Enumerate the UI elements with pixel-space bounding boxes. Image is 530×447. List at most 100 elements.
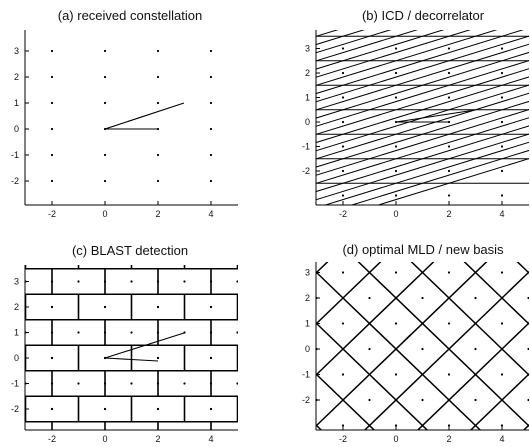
decision-line xyxy=(316,372,376,430)
x-tick-label: 2 xyxy=(155,434,160,444)
lattice-point xyxy=(103,305,107,309)
decision-line xyxy=(316,60,529,127)
lattice-point xyxy=(210,255,212,257)
lattice-point xyxy=(394,71,398,75)
decision-line xyxy=(522,423,529,430)
lattice-point xyxy=(236,433,238,435)
panel-b-decision-lines xyxy=(0,24,529,208)
lattice-point xyxy=(263,357,265,359)
decision-line xyxy=(316,43,529,111)
x-tick-label: -2 xyxy=(48,209,56,219)
lattice-point xyxy=(103,49,107,53)
lattice-point xyxy=(236,382,238,385)
lattice-point xyxy=(500,424,504,427)
y-tick-label: 3 xyxy=(14,46,19,56)
lattice-point xyxy=(289,280,291,282)
lattice-point xyxy=(183,280,186,283)
x-tick-label: 0 xyxy=(393,209,398,219)
lattice-point xyxy=(527,296,529,300)
lattice-point xyxy=(209,305,213,309)
decision-line xyxy=(316,30,418,62)
panel-c-ticks: -2 0 2 4 3 2 1 0 -1 -2 xyxy=(11,277,214,445)
decision-line xyxy=(316,76,529,144)
decision-line xyxy=(0,24,330,208)
lattice-point xyxy=(341,373,345,376)
lattice-point xyxy=(263,306,265,308)
lattice-point xyxy=(183,433,185,435)
lattice-point xyxy=(316,398,318,402)
lattice-point xyxy=(289,373,291,375)
lattice-point xyxy=(447,47,451,50)
lattice-point xyxy=(156,356,160,360)
y-tick-label: 2 xyxy=(14,302,19,312)
lattice-point xyxy=(209,331,213,334)
x-tick-label: 2 xyxy=(446,209,451,219)
lattice-point xyxy=(209,179,213,183)
lattice-point xyxy=(104,206,106,208)
lattice-point xyxy=(341,145,345,148)
lattice-point xyxy=(50,153,54,157)
lattice-point xyxy=(156,101,160,105)
lattice-point xyxy=(130,280,133,283)
lattice-point xyxy=(474,347,477,351)
lattice-point xyxy=(342,23,344,25)
lattice-point xyxy=(209,356,213,360)
y-tick-label: -1 xyxy=(302,370,310,380)
panel-a-points xyxy=(50,24,213,208)
lattice-point xyxy=(157,24,159,26)
decision-line xyxy=(410,262,529,377)
panel-d-axes xyxy=(315,262,529,431)
panel-c-points xyxy=(24,255,291,435)
lattice-point xyxy=(341,96,345,99)
y-tick-label: -1 xyxy=(302,142,310,152)
lattice-point xyxy=(103,75,107,79)
lattice-point xyxy=(25,280,27,283)
y-tick-label: 3 xyxy=(14,277,19,287)
lattice-point xyxy=(103,331,107,334)
lattice-point xyxy=(341,169,345,173)
lattice-point xyxy=(183,382,186,385)
lattice-point xyxy=(24,433,26,435)
lattice-point xyxy=(51,255,53,257)
panel-b-basis xyxy=(395,109,476,123)
decision-line xyxy=(316,321,429,430)
y-tick-label: 1 xyxy=(305,93,310,103)
lattice-point xyxy=(394,47,398,50)
decision-line xyxy=(316,30,524,95)
lattice-point xyxy=(25,331,27,334)
x-tick-label: 4 xyxy=(499,209,504,219)
lattice-point xyxy=(50,127,54,131)
lattice-point xyxy=(50,280,54,283)
lattice-point xyxy=(50,101,54,105)
panel-b: (b) ICD / decorrelator -2 0 2 4 3 2 1 0 -1 -2 xyxy=(0,8,529,219)
lattice-point xyxy=(394,424,398,427)
lattice-point xyxy=(50,49,54,53)
lattice-point xyxy=(341,47,345,50)
lattice-point xyxy=(130,331,133,334)
lattice-point xyxy=(448,23,450,25)
lattice-point xyxy=(210,255,212,257)
decision-line xyxy=(350,149,529,205)
lattice-point xyxy=(527,347,529,351)
lattice-point xyxy=(103,280,107,283)
decision-line xyxy=(316,30,471,78)
lattice-point xyxy=(447,71,451,75)
x-tick-label: 0 xyxy=(102,434,107,444)
lattice-point xyxy=(209,407,213,411)
panel-c-brick-regions xyxy=(25,265,238,430)
panel-title-b: (b) ICD / decorrelator xyxy=(362,8,485,23)
lattice-point xyxy=(500,145,504,148)
lattice-point xyxy=(527,398,529,402)
panel-a-basis xyxy=(104,102,185,130)
x-tick-label: -2 xyxy=(48,434,56,444)
lattice-point xyxy=(394,96,398,99)
panel-b-points xyxy=(341,23,504,197)
x-tick-label: 2 xyxy=(155,209,160,219)
decision-line xyxy=(469,372,529,430)
lattice-point xyxy=(394,194,398,197)
lattice-point xyxy=(289,424,291,426)
lattice-point xyxy=(77,382,80,385)
lattice-point xyxy=(394,271,398,274)
panel-title-d: (d) optimal MLD / new basis xyxy=(342,242,504,257)
lattice-point xyxy=(156,331,160,334)
